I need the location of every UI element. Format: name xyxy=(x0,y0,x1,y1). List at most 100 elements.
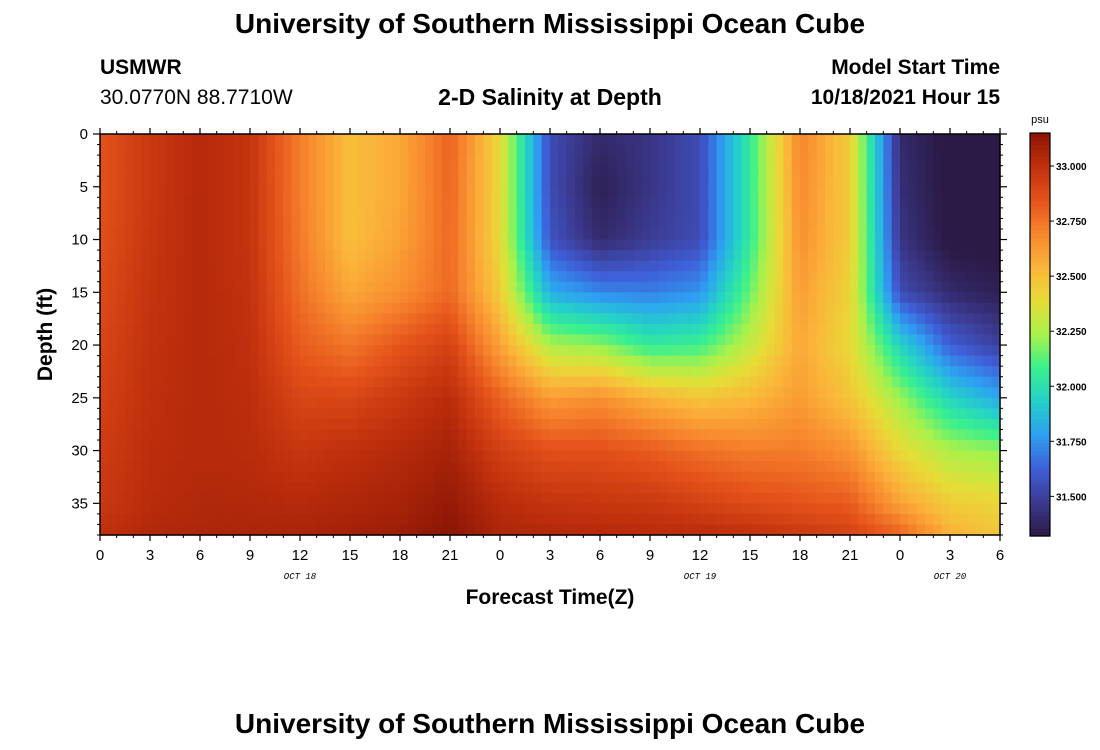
heatmap-cell xyxy=(158,355,168,367)
heatmap-cell xyxy=(183,418,193,431)
heatmap-cell xyxy=(908,366,918,378)
heatmap-cell xyxy=(741,429,751,441)
heatmap-cell xyxy=(608,239,618,251)
heatmap-cell xyxy=(583,524,593,536)
heatmap-cell xyxy=(658,524,668,536)
heatmap-cell xyxy=(758,207,768,220)
x-tick-label: 9 xyxy=(646,547,654,564)
heatmap-cell xyxy=(325,239,334,251)
heatmap-cell xyxy=(333,524,343,536)
heatmap-cell xyxy=(691,134,701,146)
heatmap-cell xyxy=(941,144,951,156)
heatmap-cell xyxy=(458,228,468,241)
heatmap-cell xyxy=(350,165,359,177)
heatmap-cell xyxy=(208,471,218,483)
heatmap-cell xyxy=(433,218,443,230)
heatmap-cell xyxy=(225,165,234,177)
heatmap-cell xyxy=(916,376,926,388)
heatmap-cell xyxy=(275,355,284,367)
heatmap-cell xyxy=(308,418,318,431)
heatmap-cell xyxy=(508,207,518,220)
heatmap-cell xyxy=(741,176,751,188)
heatmap-cell xyxy=(908,144,918,156)
heatmap-cell xyxy=(408,334,418,346)
heatmap-cell xyxy=(141,271,151,283)
heatmap-cell xyxy=(200,155,209,167)
heatmap-cell xyxy=(500,376,509,388)
heatmap-cell xyxy=(233,228,243,241)
heatmap-cell xyxy=(766,387,776,399)
heatmap-cell xyxy=(416,429,426,441)
heatmap-cell xyxy=(241,313,251,325)
heatmap-cell xyxy=(566,397,576,409)
heatmap-cell xyxy=(108,513,118,526)
heatmap-cell xyxy=(208,292,218,304)
heatmap-cell xyxy=(383,408,393,420)
heatmap-cell xyxy=(558,207,568,220)
heatmap-cell xyxy=(258,281,268,293)
heatmap-cell xyxy=(600,250,609,262)
heatmap-cell xyxy=(566,176,576,188)
heatmap-cell xyxy=(491,355,501,367)
heatmap-cell xyxy=(500,239,509,251)
heatmap-cell xyxy=(550,429,559,441)
heatmap-cell xyxy=(516,260,526,272)
heatmap-cell xyxy=(716,513,726,526)
heatmap-cell xyxy=(175,144,184,156)
heatmap-cell xyxy=(583,250,593,262)
heatmap-cell xyxy=(800,492,809,504)
heatmap-cell xyxy=(425,165,434,177)
heatmap-cell xyxy=(391,345,401,357)
heatmap-cell xyxy=(783,397,793,409)
heatmap-cell xyxy=(941,134,951,146)
heatmap-cell xyxy=(591,218,601,230)
heatmap-cell xyxy=(716,524,726,536)
heatmap-cell xyxy=(441,218,451,230)
heatmap-cell xyxy=(291,366,301,378)
heatmap-cell xyxy=(150,281,159,293)
heatmap-cell xyxy=(858,302,868,314)
heatmap-cell xyxy=(666,482,676,494)
heatmap-cell xyxy=(841,239,851,251)
heatmap-cell xyxy=(200,334,209,346)
heatmap-cell xyxy=(558,482,568,494)
heatmap-cell xyxy=(441,461,451,473)
heatmap-cell xyxy=(383,186,393,198)
heatmap-cell xyxy=(958,429,968,441)
heatmap-cell xyxy=(791,440,801,452)
heatmap-cell xyxy=(725,239,734,251)
heatmap-cell xyxy=(508,302,518,314)
heatmap-cell xyxy=(800,524,809,536)
heatmap-cell xyxy=(158,155,168,167)
heatmap-cell xyxy=(741,482,751,494)
heatmap-cell xyxy=(950,471,959,483)
heatmap-cell xyxy=(441,503,451,515)
heatmap-cell xyxy=(225,302,234,314)
heatmap-cell xyxy=(833,207,843,220)
heatmap-cell xyxy=(283,313,293,325)
heatmap-cell xyxy=(533,503,543,515)
heatmap-cell xyxy=(358,461,368,473)
heatmap-cell xyxy=(641,207,651,220)
heatmap-cell xyxy=(675,165,684,177)
heatmap-cell xyxy=(191,197,201,209)
heatmap-cell xyxy=(158,197,168,209)
heatmap-cell xyxy=(883,471,893,483)
heatmap-cell xyxy=(716,461,726,473)
heatmap-cell xyxy=(266,218,276,230)
heatmap-cell xyxy=(941,471,951,483)
heatmap-cell xyxy=(683,482,693,494)
heatmap-cell xyxy=(950,281,959,293)
heatmap-cell xyxy=(433,228,443,241)
heatmap-cell xyxy=(625,471,634,483)
heatmap-cell xyxy=(525,323,534,336)
heatmap-cell xyxy=(908,482,918,494)
heatmap-cell xyxy=(300,387,309,399)
heatmap-cell xyxy=(616,513,626,526)
heatmap-cell xyxy=(308,355,318,367)
heatmap-cell xyxy=(408,492,418,504)
heatmap-cell xyxy=(425,461,434,473)
heatmap-cell xyxy=(566,197,576,209)
heatmap-cell xyxy=(725,218,734,230)
heatmap-cell xyxy=(883,418,893,431)
